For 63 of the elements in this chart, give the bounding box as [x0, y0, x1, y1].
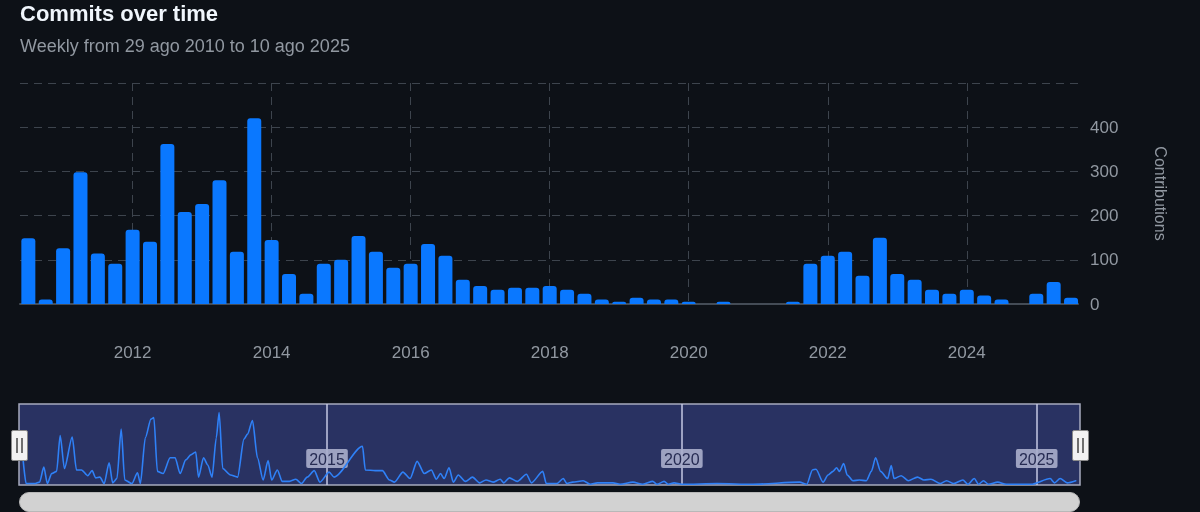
bar: [421, 243, 436, 304]
bar: [90, 253, 105, 304]
y-tick-label: 200: [1090, 206, 1119, 226]
bar: [108, 263, 123, 304]
bar: [282, 273, 297, 304]
bar: [490, 289, 505, 304]
bar: [577, 293, 592, 304]
bar: [229, 251, 244, 304]
bar: [73, 172, 88, 304]
bar: [247, 118, 262, 304]
x-tick-label: 2020: [669, 343, 708, 362]
y-tick-label: 400: [1090, 117, 1119, 137]
bar: [177, 212, 192, 304]
bar: [855, 275, 870, 304]
x-tick-label: 2025: [1018, 450, 1055, 468]
bar: [56, 248, 71, 304]
y-tick-label: 100: [1090, 250, 1119, 270]
bar: [299, 293, 314, 304]
bar: [212, 180, 227, 304]
y-tick-label: 300: [1090, 161, 1119, 181]
y-axis-title: Contributions: [1151, 146, 1169, 241]
bar: [21, 238, 36, 304]
x-tick-label: 2015: [309, 450, 345, 468]
bar: [438, 255, 453, 304]
x-tick-label: 2020: [664, 450, 700, 468]
bar: [195, 204, 210, 304]
bar: [264, 239, 279, 304]
bar: [125, 229, 140, 304]
bar: [560, 289, 575, 304]
bar: [403, 263, 418, 304]
x-tick-label: 2012: [113, 343, 152, 362]
x-tick-label: 2024: [947, 343, 986, 362]
x-tick-label: 2014: [252, 343, 291, 362]
bar: [368, 251, 383, 304]
bar: [977, 295, 992, 304]
chart-title: Commits over time: [20, 0, 219, 26]
x-tick-label: 2022: [808, 343, 847, 362]
bar: [820, 255, 835, 304]
bar: [838, 251, 853, 304]
bar: [334, 259, 349, 304]
bar: [316, 263, 331, 304]
bar: [907, 279, 922, 304]
y-tick-label: 0: [1090, 294, 1100, 314]
bar: [473, 285, 488, 304]
bar: [455, 279, 470, 304]
bar: [942, 293, 957, 304]
bar: [890, 273, 905, 304]
bar: [872, 237, 887, 304]
bar: [1046, 281, 1061, 304]
bar: [160, 144, 175, 304]
bar: [142, 241, 157, 304]
bar: [803, 263, 818, 304]
bar: [542, 285, 557, 304]
x-tick-label: 2016: [391, 343, 430, 362]
bar: [386, 267, 401, 304]
bar: [525, 287, 540, 304]
bar: [1029, 293, 1044, 304]
bar: [959, 289, 974, 304]
x-tick-label: 2018: [530, 343, 569, 362]
bar: [925, 289, 940, 304]
bar: [507, 287, 522, 304]
chart-subtitle: Weekly from 29 ago 2010 to 10 ago 2025: [20, 36, 350, 56]
bar: [351, 235, 366, 304]
